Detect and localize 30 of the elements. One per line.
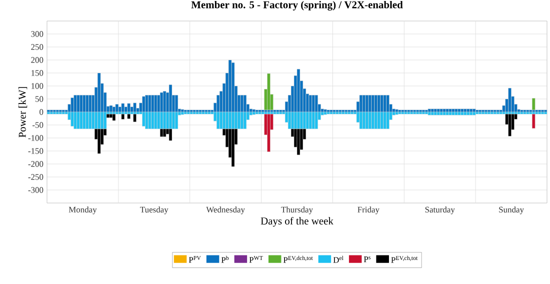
x-tick-label: Saturday: [425, 206, 455, 214]
legend-label: P$^{EV,ch,tot}$: [391, 256, 418, 263]
y-tick-label: -200: [28, 161, 44, 167]
legend-label: P$^{PV}$: [188, 256, 201, 263]
y-tick-label: -100: [28, 135, 44, 141]
y-tick-label: 100: [32, 83, 44, 89]
y-tick-label: 0: [40, 109, 44, 115]
y-tick-label: 200: [31, 57, 44, 63]
y-tick-label: 150: [32, 70, 44, 76]
y-tick-label: 300: [31, 31, 44, 37]
x-tick-label: Sunday: [499, 206, 524, 214]
x-tick-label: Tuesday: [140, 206, 168, 214]
y-tick-label: -300: [28, 187, 44, 193]
y-axis-title: Power [kW]: [18, 87, 28, 138]
y-tick-label: -250: [28, 174, 44, 180]
y-tick-label: 50: [35, 96, 44, 102]
chart-title: Member no. 5 - Factory (spring) / V2X-enabled: [191, 0, 403, 11]
y-tick-label: 250: [31, 44, 44, 50]
x-axis-title: Days of the week: [260, 217, 334, 227]
y-tick-label: -150: [28, 148, 44, 154]
x-tick-label: Thursday: [281, 206, 313, 214]
legend-label: P$^{b}$: [221, 256, 229, 263]
legend-label: P$^{EV,dch,tot}$: [283, 256, 313, 263]
x-tick-label: Wednesday: [206, 206, 245, 214]
x-tick-label: Monday: [68, 206, 97, 214]
x-tick-label: Friday: [358, 206, 380, 214]
y-tick-label: -50: [32, 122, 44, 128]
legend-label: P$^{s}$: [364, 256, 371, 262]
legend-label: P$^{WT}$: [249, 256, 263, 263]
legend-label: D$^{el}$: [333, 256, 344, 263]
